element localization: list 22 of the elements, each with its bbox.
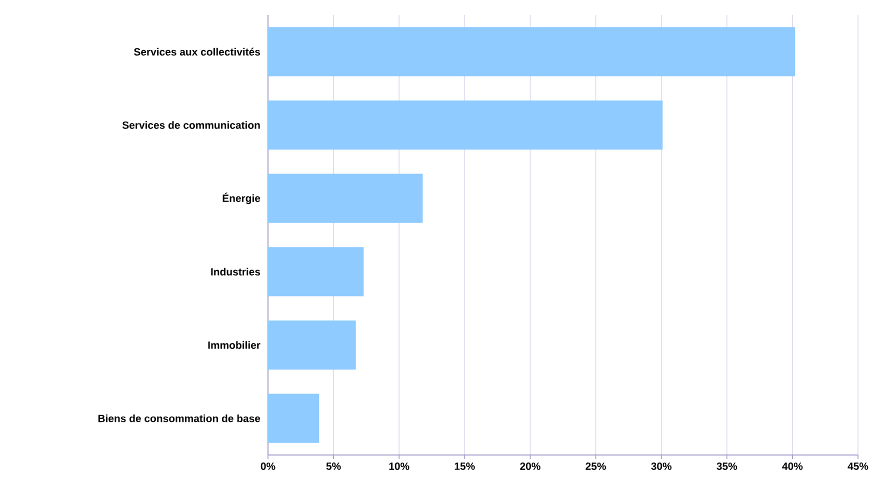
y-tick-label: Énergie	[222, 192, 260, 204]
x-tick-label: 0%	[260, 462, 276, 470]
x-tick-label: 30%	[651, 462, 672, 470]
bar	[268, 174, 423, 223]
y-tick-label: Industries	[211, 268, 260, 276]
bar	[268, 320, 356, 370]
x-tick-label: 40%	[782, 462, 803, 470]
y-tick-label: Services de communication	[122, 121, 260, 129]
y-tick-label: Services aux collectivités	[134, 48, 260, 56]
x-tick-label: 5%	[326, 462, 341, 470]
y-tick-label: Biens de consommation de base	[98, 414, 260, 422]
y-tick-label: Immobilier	[208, 341, 260, 349]
x-tick-label: 15%	[454, 462, 475, 470]
x-tick-label: 20%	[520, 462, 540, 470]
x-tick-label: 25%	[586, 462, 606, 470]
bar	[268, 100, 663, 150]
x-tick-label: 35%	[716, 462, 738, 470]
bar	[268, 394, 320, 443]
x-tick-label: 45%	[848, 462, 868, 470]
bar	[268, 247, 364, 296]
bar	[268, 27, 796, 76]
x-tick-label: 10%	[389, 462, 410, 470]
